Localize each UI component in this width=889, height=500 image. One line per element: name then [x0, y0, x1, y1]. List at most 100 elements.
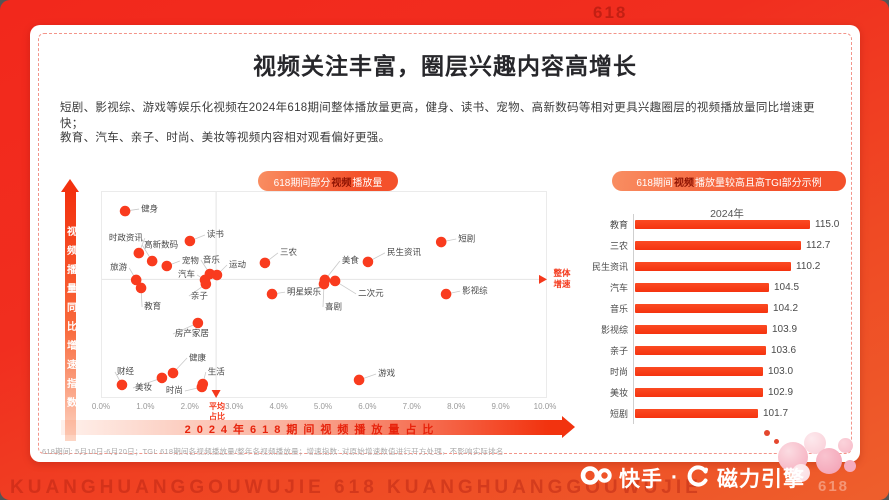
average-share-label: 平均 占比: [209, 402, 225, 421]
scatter-point[interactable]: [146, 255, 158, 267]
bar[interactable]: [635, 304, 768, 313]
bar-row: 影视综 103.9: [582, 319, 850, 340]
avg-share-arrow-icon: [211, 390, 221, 398]
scatter-point[interactable]: [440, 288, 452, 300]
bar-category-label: 短剧: [609, 409, 628, 419]
bar-cell: 110.2: [633, 256, 850, 277]
x-axis-label: 2024年618期间视频播放量占比: [184, 424, 440, 436]
scatter-point[interactable]: [133, 247, 145, 259]
scatter-point[interactable]: [211, 269, 223, 281]
bar-badge-suffix: 播放量较高且高TGI部分示例: [695, 177, 822, 189]
scatter-point[interactable]: [192, 317, 204, 329]
bar-row: 亲子 103.6: [582, 340, 850, 361]
scatter-point-label: 汽车: [178, 269, 195, 279]
y-axis-arrowhead-icon: [61, 179, 79, 192]
scatter-point-label: 喜剧: [325, 301, 342, 311]
scatter-badge-suffix: 播放量: [352, 177, 383, 189]
bar-value: 115.0: [815, 219, 840, 230]
scatter-point-label: 短剧: [458, 233, 475, 243]
bar-category-label: 音乐: [609, 304, 628, 314]
x-axis-tick: 10.0%: [533, 402, 557, 411]
bar[interactable]: [635, 220, 810, 229]
bar-cell: 103.6: [633, 340, 850, 361]
bar-row: 民生资讯 110.2: [582, 256, 850, 277]
bar-cell: 115.0: [633, 214, 850, 235]
scatter-point[interactable]: [435, 236, 447, 248]
bar-badge-highlight: 视频: [674, 177, 694, 189]
magnetic-engine-icon: [686, 464, 710, 493]
scatter-point[interactable]: [167, 367, 179, 379]
scatter-badge-highlight: 视频: [331, 177, 352, 189]
watermark-618-top: 618: [593, 3, 628, 22]
scatter-point[interactable]: [362, 256, 374, 268]
scatter-point[interactable]: [329, 275, 341, 287]
scatter-point[interactable]: [119, 205, 131, 217]
bar-row: 汽车 104.5: [582, 277, 850, 298]
bar-chart-badge: 618期间 视频 播放量较高且高TGI部分示例: [612, 171, 846, 191]
scatter-point[interactable]: [135, 282, 147, 294]
bar-row: 时尚 103.0: [582, 361, 850, 382]
bar-value: 110.2: [796, 261, 821, 272]
x-axis-tick: 9.0%: [491, 402, 510, 411]
bar-row: 音乐 104.2: [582, 298, 850, 319]
overall-growth-label: 整体 增速: [553, 268, 571, 289]
scatter-point[interactable]: [259, 257, 271, 269]
bar-category-label: 影视综: [600, 325, 628, 335]
bar-category-label: 汽车: [609, 283, 628, 293]
scatter-point[interactable]: [184, 235, 196, 247]
scatter-point-label: 美食: [342, 255, 360, 265]
bar[interactable]: [635, 283, 769, 292]
bar[interactable]: [635, 388, 763, 397]
bar-cell: 112.7: [633, 235, 850, 256]
bar-badge-prefix: 618期间: [636, 177, 673, 189]
bar[interactable]: [635, 262, 791, 271]
dashed-border: [38, 33, 852, 454]
bar-cell: 101.7: [633, 403, 850, 424]
footnote: 618期间: 5月10日-6月20日；TGI: 618期间各视频播放量/整年各视…: [42, 447, 504, 456]
bar[interactable]: [635, 367, 763, 376]
bar-chart: 教育 115.0 三农 112.7 民生资讯 110.2 汽车 104.5 音乐 104.2 影视综…: [582, 214, 850, 424]
bar[interactable]: [635, 409, 758, 418]
body-text-line2: 教育、汽车、亲子、时尚、美妆等视频内容相对观看偏好更强。: [60, 132, 391, 144]
scatter-point[interactable]: [200, 278, 212, 290]
scatter-point-label: 音乐: [203, 254, 221, 264]
scatter-badge-prefix: 618期间部分: [273, 177, 331, 189]
scatter-point-label: 游戏: [378, 368, 396, 378]
scatter-point[interactable]: [266, 288, 278, 300]
x-axis-tick: 4.0%: [269, 402, 288, 411]
x-axis-tick: 3.0%: [225, 402, 244, 411]
x-axis-tick: 2.0%: [180, 402, 199, 411]
y-axis-label: 视频播量同比增速指数: [64, 226, 76, 416]
scatter-point-label: 明星娱乐: [287, 286, 322, 296]
scatter-point[interactable]: [196, 381, 208, 393]
scatter-point[interactable]: [156, 372, 168, 384]
bar[interactable]: [635, 325, 767, 334]
scatter-point[interactable]: [318, 278, 330, 290]
scatter-point[interactable]: [353, 374, 365, 386]
scatter-point[interactable]: [161, 260, 173, 272]
bar[interactable]: [635, 346, 766, 355]
scatter-point-label: 财经: [117, 366, 135, 376]
scatter-point-label: 三农: [280, 247, 298, 257]
scatter-chart-badge: 618期间部分 视频 播放量: [258, 171, 398, 191]
kuaishou-logotype: 快手: [619, 468, 663, 491]
scatter-point[interactable]: [116, 379, 128, 391]
x-axis-tick: 0.0%: [91, 402, 111, 411]
magnetic-engine-logotype: 磁力引擎: [717, 468, 805, 491]
scatter-point-label: 二次元: [358, 288, 384, 298]
bar[interactable]: [635, 241, 801, 250]
scatter-point-label: 旅游: [110, 262, 128, 272]
scatter-point-label: 运动: [229, 259, 247, 269]
bar-value: 103.0: [768, 366, 794, 377]
scatter-point[interactable]: [130, 274, 142, 286]
watermark-618-bottom-right: 618: [818, 478, 850, 495]
bar-value: 101.7: [763, 408, 789, 419]
y-axis-arrow-shaft: 视频播量同比增速指数: [64, 192, 76, 441]
bar-value: 103.6: [771, 345, 797, 356]
scatter-point-label: 教育: [144, 301, 161, 311]
footer-logos: 快手 · 磁力引擎: [580, 461, 805, 495]
scatter-point-label: 健康: [189, 352, 207, 362]
bar-row: 短剧 101.7: [582, 403, 850, 424]
